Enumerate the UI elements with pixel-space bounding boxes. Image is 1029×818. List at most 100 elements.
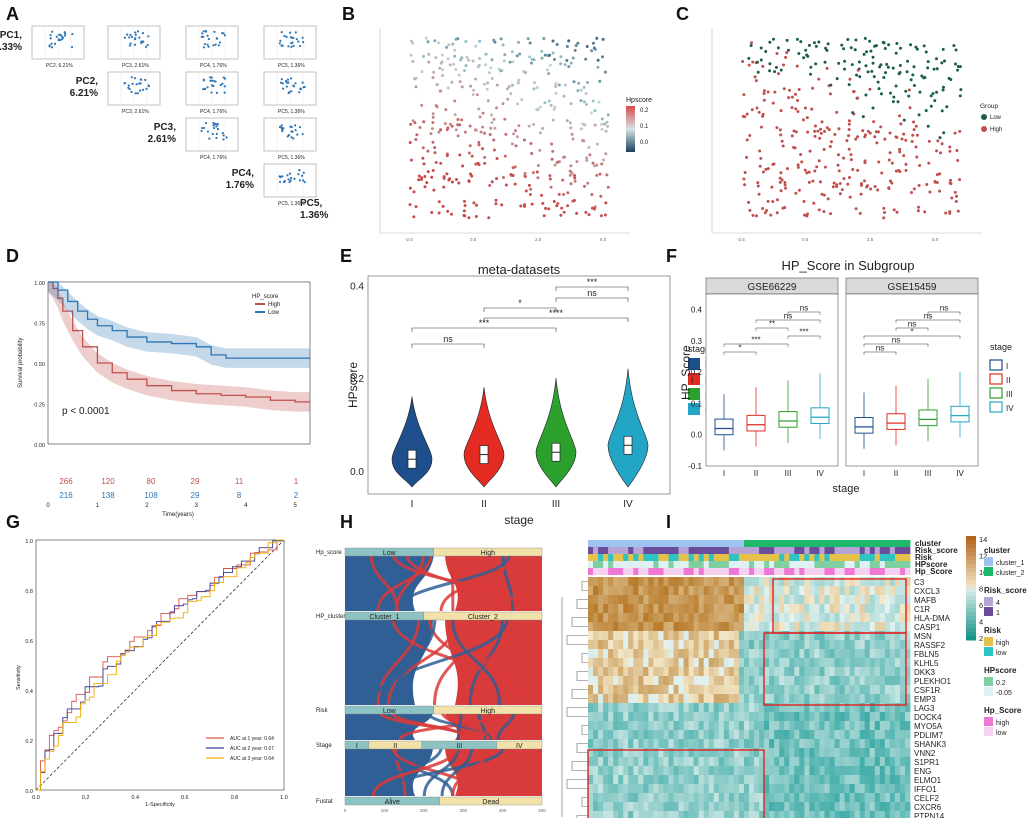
pca-point <box>303 181 306 184</box>
scatter-point <box>414 76 418 80</box>
annotation-cell <box>633 568 639 575</box>
heatmap-cell <box>708 703 715 712</box>
scatter-point <box>955 194 959 198</box>
heatmap-cell <box>809 739 815 748</box>
heatmap-cell <box>713 712 720 721</box>
heatmap-cell <box>784 757 790 766</box>
alluvial-stratum-label: High <box>481 550 496 557</box>
scatter-point <box>762 91 766 95</box>
heatmap-cell <box>874 712 881 721</box>
scatter-point <box>484 63 488 67</box>
heatmap-cell <box>708 793 715 802</box>
heatmap-cell <box>713 649 720 658</box>
km-curve-low <box>48 281 310 359</box>
scatter-point <box>559 62 563 66</box>
heatmap-cell <box>894 595 901 604</box>
heatmap-gene-label: ELMO1 <box>914 776 942 785</box>
heatmap-cell <box>603 703 609 712</box>
heatmap-cell <box>774 784 780 793</box>
heatmap-cell <box>613 658 619 667</box>
heatmap-cell <box>854 775 861 784</box>
heatmap-cell <box>874 802 881 811</box>
heatmap-cell <box>849 694 856 703</box>
scatter-point <box>759 46 763 50</box>
heatmap-cell <box>668 676 674 685</box>
box-I <box>714 418 734 436</box>
heatmap-cell <box>708 640 715 649</box>
annotation-cell <box>693 554 700 561</box>
scatter-point <box>780 139 784 143</box>
violin-sig-label: *** <box>587 277 598 287</box>
heatmap-cell <box>874 730 881 739</box>
heatmap-cell <box>613 667 619 676</box>
heatmap-cell <box>889 712 896 721</box>
pca-point <box>299 88 303 91</box>
heatmap-cell <box>743 775 750 784</box>
roc-diagonal <box>35 539 285 791</box>
heatmap-cell <box>708 739 715 748</box>
heatmap-cell <box>839 658 845 667</box>
heatmap-cell <box>693 658 700 667</box>
heatmap-cell <box>829 622 835 631</box>
heatmap-cell <box>834 811 840 818</box>
annotation-cell <box>683 540 690 547</box>
annotation-cell <box>618 568 624 575</box>
heatmap-cell <box>668 748 674 757</box>
scatter-point <box>805 53 809 57</box>
heatmap-cell <box>733 721 740 730</box>
heatmap-cell <box>834 640 840 649</box>
heatmap-cell <box>613 604 619 613</box>
scatter-point <box>800 160 804 164</box>
heatmap-cell <box>668 703 674 712</box>
annotation-cell <box>683 547 690 554</box>
heatmap-cell <box>789 613 795 622</box>
scatter-point <box>926 60 930 64</box>
heatmap-cell <box>608 802 614 811</box>
heatmap-cell <box>673 757 679 766</box>
heatmap-cell <box>864 721 871 730</box>
heatmap-cell <box>628 775 634 784</box>
heatmap-cell <box>688 757 695 766</box>
heatmap-cell <box>794 694 800 703</box>
heatmap-cell <box>869 748 876 757</box>
heatmap-cell <box>598 658 604 667</box>
scatter-point <box>474 77 478 81</box>
heatmap-cell <box>804 586 810 595</box>
pca-diag-label: PC1, <box>0 30 22 41</box>
heatmap-cell <box>809 748 815 757</box>
panel-letter-a: A <box>6 4 19 24</box>
annotation-cell <box>618 554 624 561</box>
heatmap-cell <box>693 748 700 757</box>
pca-point <box>145 87 148 90</box>
heatmap-cell <box>728 685 735 694</box>
scatter-point <box>779 189 783 193</box>
heatmap-cell <box>884 649 891 658</box>
heatmap-cell <box>824 649 830 658</box>
heatmap-cell <box>899 676 906 685</box>
heatmap-cell <box>854 766 861 775</box>
heatmap-cell <box>738 631 745 640</box>
heatmap-cell <box>688 640 695 649</box>
heatmap-cell <box>849 748 856 757</box>
alluvial-axis-label: Hp_score <box>316 550 342 556</box>
box-sig-bracket <box>863 335 961 339</box>
dendrogram-branch <box>581 725 588 735</box>
heatmap-cell <box>899 793 906 802</box>
heatmap-cell <box>799 604 805 613</box>
heatmap-cell <box>824 766 830 775</box>
heatmap-cell <box>774 586 780 595</box>
roc-curve-2 <box>36 539 284 791</box>
annotation-cell <box>628 540 634 547</box>
scatter-point <box>912 120 916 124</box>
heatmap-cell <box>623 793 629 802</box>
heatmap-cell <box>703 793 710 802</box>
annotation-cell <box>643 561 649 568</box>
alluvial-ribbon <box>457 616 516 706</box>
annotation-cell <box>648 547 654 554</box>
heatmap-cell <box>749 694 755 703</box>
heatmap-cell <box>703 802 710 811</box>
heatmap-cell <box>703 748 710 757</box>
heatmap-cell <box>859 802 866 811</box>
alluvial-stratum <box>433 705 543 715</box>
heatmap-cell <box>839 604 845 613</box>
